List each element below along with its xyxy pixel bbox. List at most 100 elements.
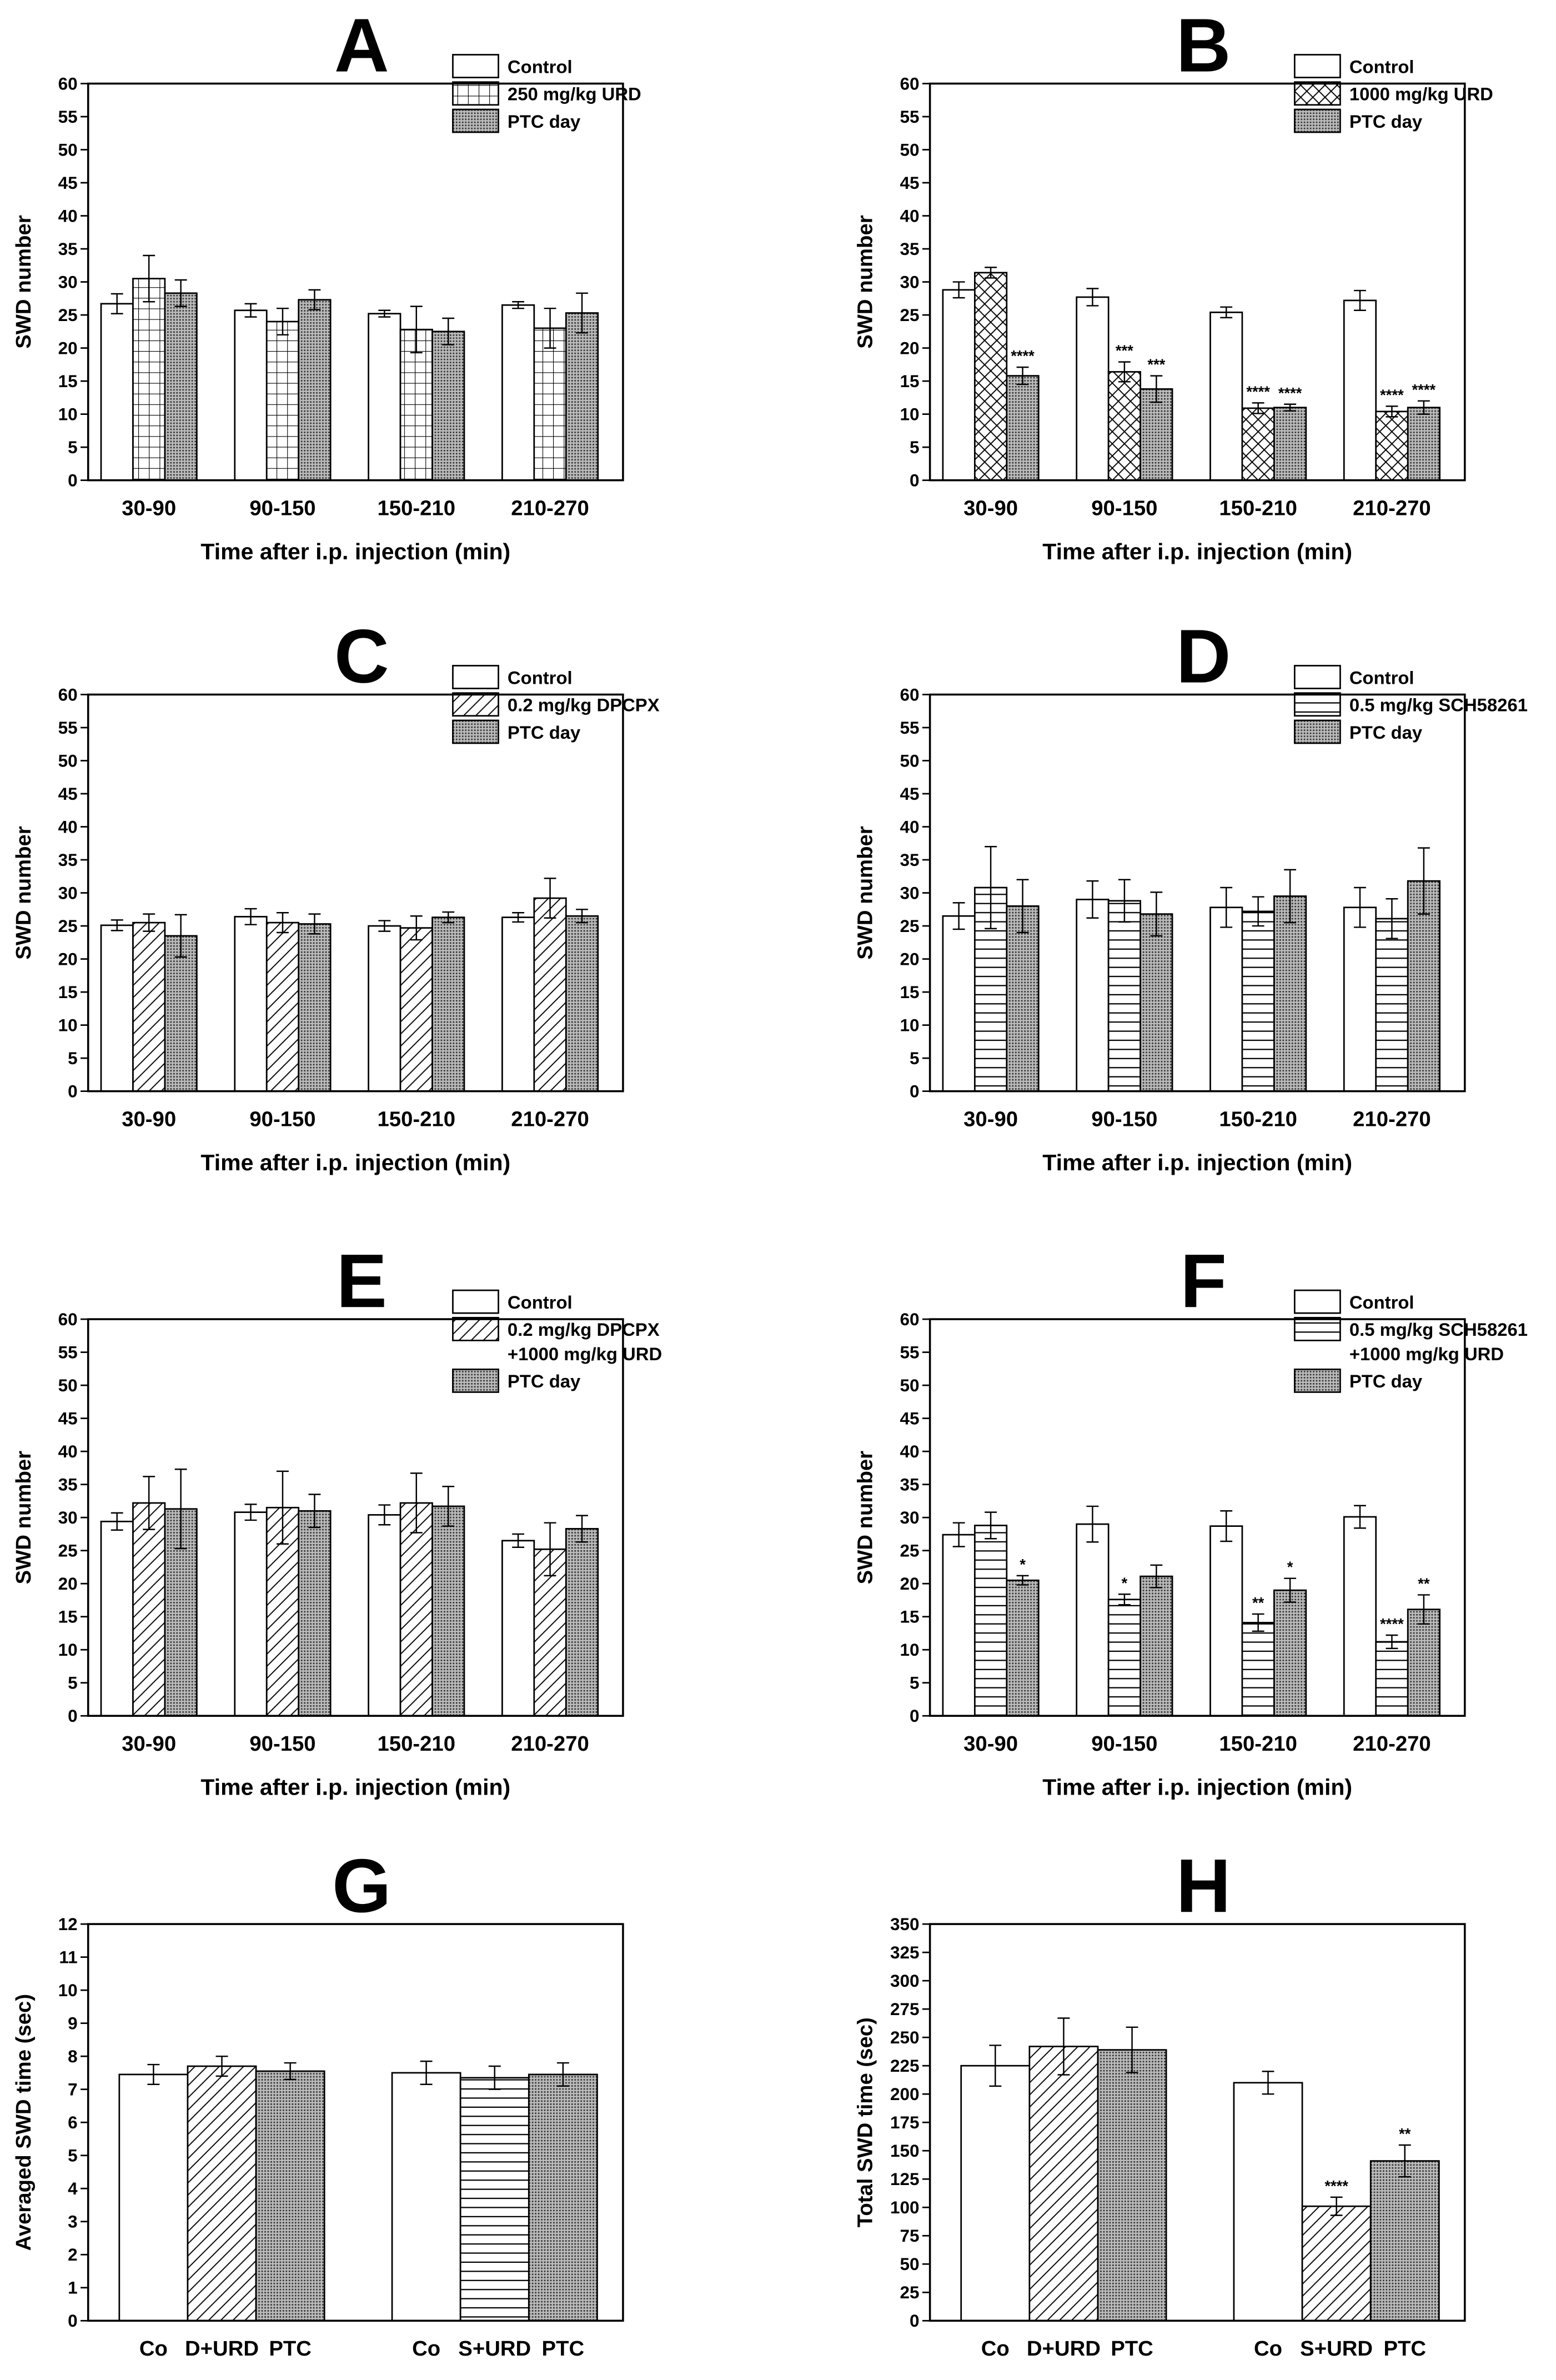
legend-label: 0.2 mg/kg DPCPX [508,1319,660,1340]
x-axis-label: Time after i.p. injection (min) [200,1150,510,1175]
y-tick-label: 275 [890,2000,919,2019]
bar [533,327,567,482]
y-tick-label: 15 [58,1607,78,1627]
bar [265,320,300,482]
bar [368,313,401,482]
y-tick-label: 300 [890,1971,919,1991]
y-axis-label: SWD number [854,826,877,960]
bar [1209,1525,1243,1717]
y-tick-label: 60 [900,1310,919,1329]
y-tick-label: 20 [900,950,919,969]
y-tick-label: 55 [58,107,78,127]
bar [528,2073,598,2322]
y-tick-label: 20 [58,1574,78,1594]
legend-label: 0.5 mg/kg SCH58261 [1349,695,1528,715]
y-tick-label: 5 [68,1673,77,1693]
y-tick-label: 35 [58,850,78,870]
bar [565,915,599,1093]
bar [164,1508,198,1717]
y-tick-label: 200 [890,2085,919,2104]
legend-swatch [1293,1369,1341,1393]
legend-label: 1000 mg/kg URD [1349,84,1493,104]
legend-swatch [452,54,499,78]
y-tick-label: 1 [68,2278,77,2298]
bar [187,2065,257,2322]
y-tick-label: 0 [68,1082,77,1101]
bar [1343,299,1377,482]
x-tick-label: 30-90 [963,1732,1018,1756]
bar [100,1520,134,1717]
significance: **** [1412,381,1436,398]
bar [1375,918,1409,1093]
y-tick-label: 30 [900,273,919,292]
y-tick-label: 30 [900,1508,919,1527]
y-tick-label: 40 [900,817,919,836]
bar [265,921,300,1093]
x-tick-label: 90-150 [249,1108,315,1131]
bar [399,927,433,1093]
x-tick-label: 30-90 [963,497,1018,520]
y-tick-label: 350 [890,1915,919,1934]
y-tick-label: 20 [900,1574,919,1594]
x-tick-label: 90-150 [1091,1108,1157,1131]
y-axis-label: SWD number [854,215,877,349]
bar [298,1510,332,1717]
legend-label: PTC day [508,111,581,132]
x-tick-label: 210-270 [511,1732,589,1756]
legend-label: 0.5 mg/kg SCH58261 [1349,1319,1528,1340]
significance: **** [1246,383,1270,400]
y-tick-label: 45 [900,784,919,804]
y-tick-label: 25 [58,916,78,936]
y-tick-label: 40 [900,206,919,226]
legend-label: PTC day [508,1371,581,1391]
x-tick-label: Co [981,2337,1010,2361]
y-tick-label: 4 [68,2179,78,2198]
legend-swatch [1293,719,1341,744]
x-tick-label: 150-210 [377,1732,455,1756]
y-tick-label: 15 [900,372,919,391]
bar [1273,1589,1307,1717]
bar [1107,900,1141,1093]
significance: **** [1011,347,1035,364]
plot-frame [928,1318,1466,1717]
bar [1076,899,1110,1093]
x-tick-label: 150-210 [1219,497,1297,520]
bar [132,278,166,482]
y-tick-label: 55 [58,1343,78,1362]
panel-letter: F [1180,1238,1227,1323]
x-tick-label: PTC [269,2337,312,2361]
x-tick-label: 30-90 [122,1108,176,1131]
y-tick-label: 15 [900,983,919,1002]
plot-frame [87,693,624,1093]
significance: **** [1380,1615,1404,1632]
y-tick-label: 30 [58,273,78,292]
legend-swatch [1293,692,1341,717]
y-tick-label: 0 [68,471,77,490]
x-tick-label: D+URD [185,2337,259,2361]
y-tick-label: 5 [910,1673,920,1693]
bar [1140,913,1173,1093]
bar [391,2072,461,2322]
x-axis-label: Time after i.p. injection (min) [1042,539,1352,564]
y-tick-label: 35 [58,1475,78,1495]
bar [298,299,332,482]
y-tick-label: 25 [900,305,919,325]
x-tick-label: D+URD [1027,2337,1101,2361]
bar [942,289,976,482]
bar [399,1502,433,1717]
y-tick-label: 25 [900,1541,919,1561]
x-tick-label: S+URD [1300,2337,1373,2361]
x-tick-label: S+URD [458,2337,531,2361]
bar [1076,1523,1110,1717]
y-tick-label: 25 [900,916,919,936]
significance: ** [1418,1575,1430,1592]
y-tick-label: 3 [68,2212,77,2232]
bar [1407,407,1441,482]
y-tick-label: 60 [58,74,78,93]
x-tick-label: Co [139,2337,168,2361]
y-tick-label: 50 [58,751,78,770]
significance: **** [1324,2177,1348,2194]
y-tick-label: 250 [890,2028,919,2047]
x-tick-label: 210-270 [1353,497,1431,520]
